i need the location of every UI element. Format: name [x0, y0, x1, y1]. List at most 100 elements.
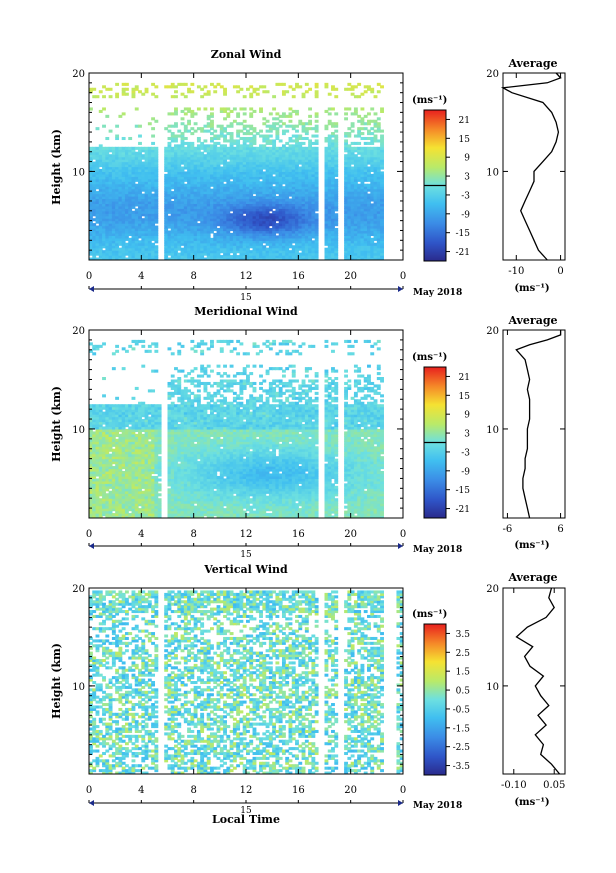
heatmap-cell	[363, 205, 368, 209]
heatmap-cell	[180, 154, 185, 158]
heatmap-cell	[154, 228, 159, 232]
heatmap-cell	[105, 257, 110, 260]
heatmap-cell	[121, 426, 126, 430]
heatmap-cell	[111, 203, 116, 207]
heatmap-cell	[138, 223, 142, 227]
heatmap-cell	[357, 220, 362, 224]
heatmap-cell	[174, 90, 178, 94]
heatmap-cell	[265, 124, 270, 128]
heatmap-cell	[367, 146, 371, 150]
heatmap-cell	[239, 183, 244, 187]
heatmap-cell	[102, 95, 106, 99]
heatmap-cell	[357, 218, 362, 222]
heatmap-cell	[141, 196, 146, 200]
heatmap-cell	[200, 203, 205, 207]
heatmap-cell	[281, 210, 286, 214]
heatmap-cell	[295, 223, 299, 227]
heatmap-cell	[154, 161, 159, 165]
heatmap-cell	[255, 230, 260, 234]
heatmap-cell	[301, 136, 306, 141]
heatmap-cell	[353, 213, 358, 217]
heatmap-cell	[242, 132, 247, 136]
heatmap-cell	[183, 250, 188, 254]
heatmap-cell	[239, 166, 244, 170]
heatmap-cell	[376, 129, 381, 133]
heatmap-cell	[363, 122, 368, 126]
heatmap-cell	[131, 95, 136, 99]
heatmap-cell	[314, 176, 319, 180]
heatmap-cell	[219, 171, 224, 175]
heatmap-cell	[308, 87, 313, 91]
heatmap-cell	[118, 414, 123, 418]
heatmap-cell	[298, 237, 303, 241]
heatmap-cell	[121, 513, 126, 517]
heatmap-cell	[304, 232, 309, 236]
heatmap-cell	[121, 210, 126, 214]
heatmap-cell	[128, 218, 133, 222]
heatmap-cell	[134, 245, 139, 249]
heatmap-cell	[174, 134, 178, 138]
heatmap-cell	[115, 428, 120, 433]
heatmap-cell	[301, 218, 306, 222]
heatmap-cell	[134, 85, 139, 89]
heatmap-cell	[203, 252, 208, 256]
heatmap-cell	[268, 247, 273, 251]
heatmap-cell	[272, 228, 277, 232]
heatmap-cell	[170, 242, 175, 246]
heatmap-cell	[304, 237, 309, 241]
heatmap-cell	[183, 171, 188, 175]
heatmap-cell	[131, 166, 136, 170]
heatmap-cell	[95, 461, 100, 465]
heatmap-cell	[144, 215, 149, 219]
heatmap-cell	[121, 242, 126, 246]
heatmap-cell	[131, 196, 136, 200]
heatmap-cell	[275, 230, 280, 234]
heatmap-cell	[219, 218, 224, 222]
heatmap-cell	[177, 198, 182, 202]
heatmap-cell	[347, 215, 352, 219]
heatmap-cell	[141, 205, 146, 209]
heatmap-cell	[206, 159, 211, 163]
heatmap-cell	[353, 220, 358, 224]
heatmap-cell	[360, 223, 365, 227]
heatmap-cell	[285, 228, 290, 232]
heatmap-cell	[281, 235, 286, 239]
heatmap-cell	[167, 164, 172, 168]
heatmap-cell	[252, 247, 257, 251]
heatmap-cell	[174, 240, 178, 244]
heatmap-cell	[236, 159, 241, 163]
heatmap-cell	[275, 168, 280, 173]
heatmap-cell	[232, 149, 237, 153]
heatmap-cell	[272, 198, 277, 202]
heatmap-cell	[301, 168, 306, 173]
heatmap-cell	[370, 161, 375, 165]
heatmap-cell	[367, 205, 371, 209]
heatmap-cell	[98, 471, 103, 475]
heatmap-cell	[311, 191, 316, 195]
heatmap-cell	[370, 232, 375, 236]
heatmap-cell	[105, 478, 110, 482]
heatmap-cell	[115, 193, 120, 197]
heatmap-cell	[144, 203, 149, 207]
heatmap-cell	[124, 468, 129, 472]
heatmap-cell	[232, 198, 237, 202]
heatmap-cell	[344, 149, 348, 153]
heatmap-cell	[308, 193, 313, 197]
heatmap-cell	[236, 200, 241, 205]
heatmap-cell	[134, 237, 139, 241]
heatmap-cell	[249, 178, 254, 182]
heatmap-cell	[236, 171, 241, 175]
heatmap-cell	[347, 228, 352, 232]
heatmap-cell	[193, 215, 198, 219]
heatmap-cell	[350, 186, 355, 190]
heatmap-cell	[367, 235, 371, 239]
heatmap-cell	[278, 218, 283, 222]
heatmap-cell	[151, 245, 156, 249]
heatmap-cell	[363, 154, 368, 158]
heatmap-cell	[232, 208, 237, 212]
heatmap-cell	[347, 156, 352, 160]
heatmap-cell	[219, 109, 224, 113]
heatmap-cell	[89, 406, 93, 410]
heatmap-cell	[98, 228, 103, 232]
heatmap-cell	[190, 144, 195, 148]
